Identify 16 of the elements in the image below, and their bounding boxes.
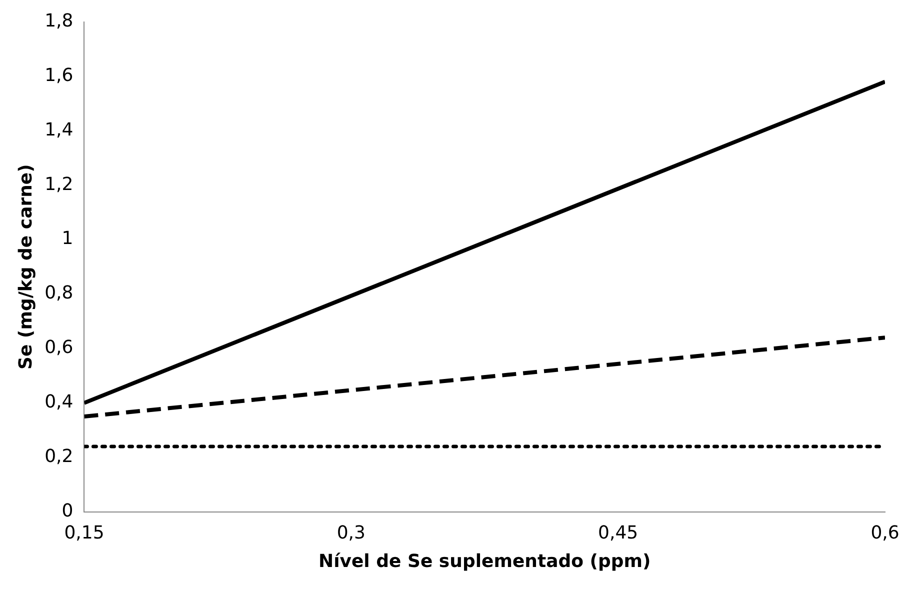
- y-tick-label: 1: [62, 228, 74, 250]
- y-tick-label: 0,2: [44, 446, 74, 468]
- y-tick-label: 1,6: [44, 64, 74, 86]
- y-tick-label: 0: [62, 500, 74, 522]
- x-axis-title: Nível de Se suplementado (ppm): [318, 550, 651, 572]
- x-tick-label: 0,6: [870, 522, 900, 544]
- x-tick-label: 0,3: [336, 522, 366, 544]
- y-tick-label: 1,2: [44, 174, 74, 195]
- x-tick-label: 0,45: [598, 522, 638, 544]
- y-tick-label: 1,8: [44, 10, 74, 32]
- y-axis-title: Se (mg/kg de carne): [15, 164, 36, 370]
- y-tick-label: 0,4: [44, 392, 74, 413]
- y-tick-label: 0,8: [44, 282, 74, 304]
- x-tick-label: 0,15: [64, 522, 104, 544]
- y-tick-label: 0,6: [44, 337, 74, 358]
- y-tick-label: 1,4: [44, 119, 74, 140]
